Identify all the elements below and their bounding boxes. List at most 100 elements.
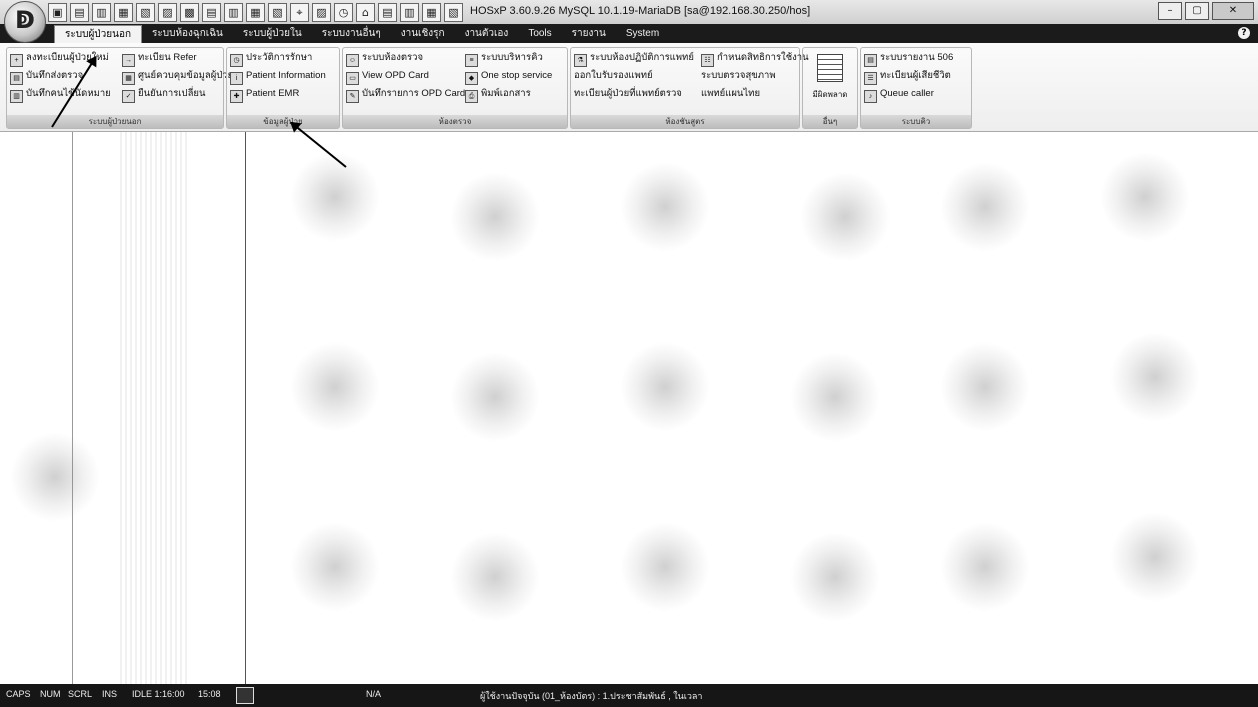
lab-system-button[interactable]: ⚗ ระบบห้องปฏิบัติการแพทย์ bbox=[574, 50, 694, 67]
edit-icon: ✎ bbox=[346, 90, 359, 103]
quick-access-button[interactable]: ▩ bbox=[180, 3, 199, 22]
quick-access-button[interactable]: ▣ bbox=[48, 3, 67, 22]
group-label-exam-room: ห้องตรวจ bbox=[343, 115, 567, 128]
scan-noise bbox=[940, 162, 1030, 252]
quick-access-button[interactable]: ▨ bbox=[312, 3, 331, 22]
quick-access-button[interactable]: ▥ bbox=[92, 3, 111, 22]
data-control-center-button[interactable]: ▦ ศูนย์ควบคุมข้อมูลผู้ป่วย bbox=[122, 68, 233, 85]
tab-tools[interactable]: Tools bbox=[528, 28, 552, 39]
status-bar: CAPS NUM SCRL INS IDLE 1:16:00 15:08 N/A… bbox=[0, 684, 1258, 707]
confirm-change-button[interactable]: ✓ ยืนยันการเปลี่ยน bbox=[122, 86, 205, 103]
one-stop-service-button[interactable]: ◆ One stop service bbox=[465, 68, 552, 85]
quick-access-button[interactable]: ▧ bbox=[268, 3, 287, 22]
scan-noise bbox=[800, 172, 890, 262]
splitter-line bbox=[245, 132, 246, 684]
quick-access-button[interactable]: ▦ bbox=[422, 3, 441, 22]
close-button[interactable]: ✕ bbox=[1212, 2, 1254, 20]
confirm-icon: ✓ bbox=[122, 90, 135, 103]
table-icon bbox=[817, 54, 843, 82]
quick-access-button[interactable]: ▥ bbox=[224, 3, 243, 22]
treatment-history-button[interactable]: ◷ ประวัติการรักษา bbox=[230, 50, 312, 67]
group-label-patient-info: ข้อมูลผู้ป่วย bbox=[227, 115, 339, 128]
quick-access-button[interactable]: ⌖ bbox=[290, 3, 309, 22]
divider-line bbox=[72, 132, 73, 684]
quick-access-button[interactable]: ▨ bbox=[158, 3, 177, 22]
record-opd-card-button[interactable]: ✎ บันทึกรายการ OPD Card bbox=[346, 86, 465, 103]
quick-access-button[interactable]: ⌂ bbox=[356, 3, 375, 22]
tab-inpatient[interactable]: ระบบผู้ป่วยใน bbox=[242, 28, 302, 39]
tab-system[interactable]: System bbox=[625, 28, 660, 39]
tab-outpatient[interactable]: ระบบผู้ป่วยนอก bbox=[54, 25, 143, 44]
tab-other-systems[interactable]: ระบบงานอื่นๆ bbox=[321, 28, 381, 39]
scan-noise bbox=[790, 532, 880, 622]
exam-room-system-button[interactable]: ☺ ระบบห้องตรวจ bbox=[346, 50, 423, 67]
medical-certificate-button: ออกใบรับรองแพทย์ bbox=[574, 70, 653, 81]
scan-noise bbox=[290, 342, 380, 432]
print-documents-button[interactable]: ⎙ พิมพ์เอกสาร bbox=[465, 86, 531, 103]
tab-emergency[interactable]: ระบบห้องฉุกเฉิน bbox=[152, 28, 223, 39]
idle-timer: IDLE 1:16:00 bbox=[132, 689, 185, 699]
scan-noise bbox=[450, 532, 540, 622]
history-icon: ◷ bbox=[230, 54, 243, 67]
insert-indicator: INS bbox=[102, 689, 118, 699]
application-menu-orb[interactable]: ↁ bbox=[4, 1, 46, 43]
scan-noise bbox=[620, 522, 710, 612]
health-check-button[interactable]: ระบบตรวจสุขภาพ bbox=[701, 70, 776, 81]
quick-access-toolbar: ▣ ▤ ▥ ▦ ▧ ▨ ▩ ▤ ▥ ▦ ▧ ⌖ ▨ ◷ ⌂ ▤ ▥ ▦ ▧ bbox=[48, 3, 463, 22]
ribbon-group-exam-room: ☺ ระบบห้องตรวจ ≡ ระบบบริหารคิว ▭ View OPD C… bbox=[342, 47, 568, 129]
refer-register-button[interactable]: → ทะเบียน Refer bbox=[122, 50, 197, 67]
tab-personal[interactable]: งานตัวเอง bbox=[464, 28, 509, 39]
thai-traditional-medicine-button[interactable]: แพทย์แผนไทย bbox=[701, 88, 761, 99]
arrow-right-icon: → bbox=[122, 54, 135, 67]
register-icon: ☰ bbox=[864, 72, 877, 85]
queue-caller-button[interactable]: ♪ Queue caller bbox=[864, 86, 934, 103]
clock: 15:08 bbox=[198, 689, 221, 699]
ribbon-group-other: มีผิดพลาด อื่นๆ bbox=[802, 47, 858, 129]
quick-access-button[interactable]: ▥ bbox=[400, 3, 419, 22]
tab-reports[interactable]: รายงาน bbox=[571, 28, 606, 39]
quick-access-button[interactable]: ▤ bbox=[378, 3, 397, 22]
app-logo-icon: ↁ bbox=[15, 6, 35, 34]
workspace-area bbox=[0, 132, 1258, 684]
quick-access-button[interactable]: ▧ bbox=[444, 3, 463, 22]
group-label-lab: ห้องชันสูตร bbox=[571, 115, 799, 128]
document-icon: ▤ bbox=[10, 72, 23, 85]
users-icon: ☷ bbox=[701, 54, 714, 67]
card-icon: ▭ bbox=[346, 72, 359, 85]
grid-icon: ▦ bbox=[122, 72, 135, 85]
patient-emr-button[interactable]: ✚ Patient EMR bbox=[230, 86, 299, 103]
queue-management-button[interactable]: ≡ ระบบบริหารคิว bbox=[465, 50, 543, 67]
doctor-patient-register-button[interactable]: ทะเบียนผู้ป่วยที่แพทย์ตรวจ bbox=[574, 88, 682, 99]
send-to-exam-button[interactable]: ▤ บันทึกส่งตรวจ bbox=[10, 68, 83, 85]
appointment-record-button[interactable]: ▥ บันทึกคนไข้นัดหมาย bbox=[10, 86, 111, 103]
scan-noise bbox=[1110, 512, 1200, 602]
view-opd-card-button[interactable]: ▭ View OPD Card bbox=[346, 68, 429, 85]
tab-proactive-work[interactable]: งานเชิงรุก bbox=[400, 28, 445, 39]
scan-noise bbox=[620, 162, 710, 252]
doctor-icon: ☺ bbox=[346, 54, 359, 67]
quick-access-button[interactable]: ◷ bbox=[334, 3, 353, 22]
window-controls: – ▢ ✕ bbox=[1158, 2, 1254, 20]
printer-icon: ⎙ bbox=[465, 90, 478, 103]
quick-access-button[interactable]: ▤ bbox=[202, 3, 221, 22]
group-label-outpatient: ระบบผู้ป่วยนอก bbox=[7, 115, 223, 128]
error-report-button[interactable]: มีผิดพลาด bbox=[811, 48, 849, 112]
help-icon[interactable]: ? bbox=[1238, 27, 1250, 39]
patient-information-button[interactable]: i Patient Information bbox=[230, 68, 326, 85]
calendar-icon: ▥ bbox=[10, 90, 23, 103]
ribbon-group-patient-info: ◷ ประวัติการรักษา i Patient Information ✚ P… bbox=[226, 47, 340, 129]
report-506-button[interactable]: ▤ ระบบรายงาน 506 bbox=[864, 50, 953, 67]
quick-access-button[interactable]: ▦ bbox=[246, 3, 265, 22]
quick-access-button[interactable]: ▤ bbox=[70, 3, 89, 22]
permission-settings-button[interactable]: ☷ กำหนดสิทธิการใช้งาน bbox=[701, 50, 809, 67]
scan-noise bbox=[1100, 152, 1190, 242]
quick-access-button[interactable]: ▦ bbox=[114, 3, 133, 22]
death-register-button[interactable]: ☰ ทะเบียนผู้เสียชีวิต bbox=[864, 68, 951, 85]
register-new-patient-button[interactable]: + ลงทะเบียนผู้ป่วยใหม่ bbox=[10, 50, 109, 67]
maximize-button[interactable]: ▢ bbox=[1185, 2, 1209, 20]
minimize-button[interactable]: – bbox=[1158, 2, 1182, 20]
scan-noise bbox=[450, 352, 540, 442]
scan-noise-band bbox=[120, 132, 190, 684]
quick-access-button[interactable]: ▧ bbox=[136, 3, 155, 22]
lab-icon: ⚗ bbox=[574, 54, 587, 67]
